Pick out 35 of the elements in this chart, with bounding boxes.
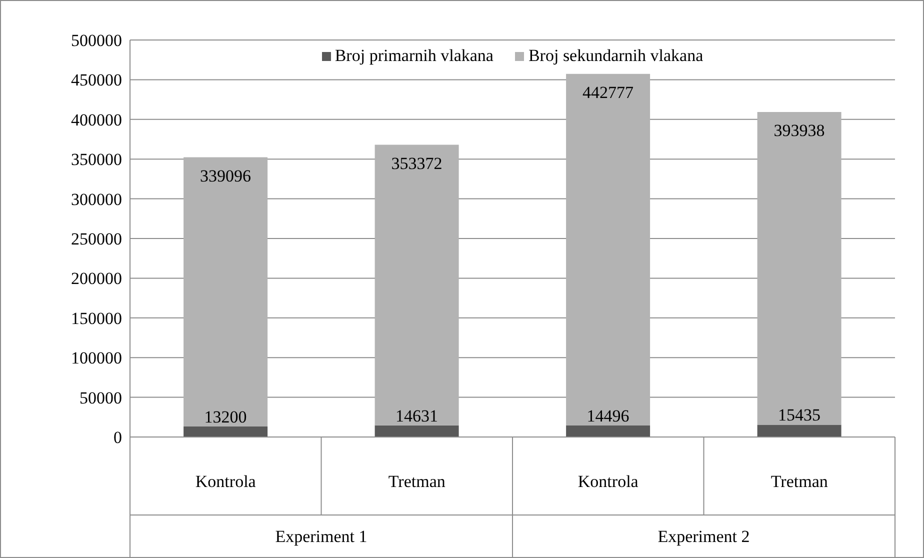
x-tick-label: Kontrola [578,472,639,492]
text: Experiment 2 [658,527,750,546]
y-tick-label: 350000 [71,150,122,170]
bar [374,425,459,437]
data-label: 13200 [204,408,247,427]
data-label: 393938 [774,121,825,140]
x-tick-label: Kontrola [195,472,256,492]
legend-label: Broj sekundarnih vlakana [513,46,706,66]
y-tick-label: 300000 [71,190,122,209]
y-tick-label: 100000 [71,348,122,368]
data-label: 353372 [391,154,442,173]
y-tick-label: 150000 [71,308,122,328]
x-tick-label: Tretman [770,472,828,492]
y-tick-label: 0 [114,428,122,448]
bar [757,112,842,425]
y-tick-label: 250000 [71,230,122,249]
data-label: 14496 [586,406,630,426]
bar [184,426,268,437]
y-tick-label: 200000 [71,269,122,288]
x-tick-label: Tretman [388,472,446,492]
data-label: 15435 [778,406,821,425]
y-tick-label: 400000 [71,110,122,130]
data-label: 14631 [396,406,438,426]
bar [566,425,650,437]
bar [566,74,650,426]
data-label: 442777 [582,82,634,102]
y-tick-label: 50000 [80,388,122,408]
data-label: 339096 [200,166,252,186]
text: Experiment 1 [275,527,368,546]
legend-label: Broj primarnih vlakana [320,46,496,66]
bar [757,424,842,437]
y-tick-label: 500000 [71,31,122,50]
y-tick-label: 450000 [71,70,122,90]
bar [184,157,268,427]
bar [374,144,459,426]
